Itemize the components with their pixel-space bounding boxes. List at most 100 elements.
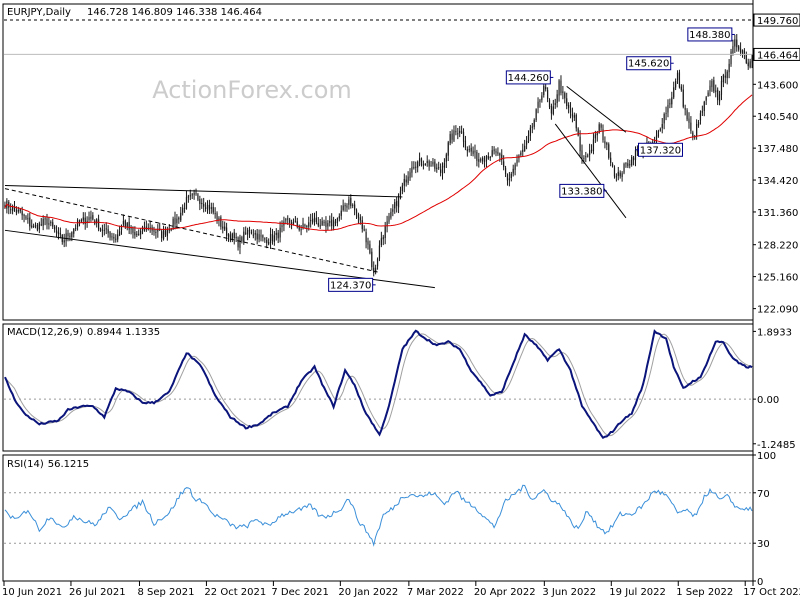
macd-title: MACD(12,26,9) 0.8944 1.1335 [7,327,160,338]
candle-body [661,124,663,129]
candle-body [42,219,44,226]
candle-body [174,217,176,225]
candle-body [602,129,604,141]
candle-body [589,150,591,155]
candle-body [711,80,713,88]
candle-body [164,230,167,235]
rsi-title: RSI(14) 56.1215 [7,459,89,470]
candle-body [608,144,610,158]
candle-body [632,157,635,161]
candle-body [132,227,134,233]
candle-body [216,213,218,221]
candle-body [508,178,510,180]
candle-body [611,164,614,167]
candle-body [487,155,489,159]
candle-body [682,89,684,107]
candle-body [80,219,82,222]
candle-body [501,154,503,161]
candle-body [441,166,444,174]
candle-body [745,53,747,63]
candle-body [25,216,27,219]
ohlc-values: 146.728 146.809 146.338 146.464 [87,7,262,18]
candle-body [183,207,186,209]
candle-body [470,147,472,152]
candle-body [268,242,270,245]
candle-body [663,114,665,124]
candle-body [237,237,239,248]
candle-body [418,158,421,162]
candle-body [394,202,396,209]
candle-body [422,164,425,166]
candle-body [101,229,104,231]
candle-body [390,211,392,218]
candle-body [10,209,12,211]
candle-body [543,85,545,96]
candle-body [252,234,254,236]
candle-body [726,71,728,79]
candle-body [13,205,16,210]
candle-body [195,193,197,195]
candle-body [558,80,560,96]
candle-body [503,161,505,168]
candle-body [617,171,619,176]
candle-body [241,237,243,242]
candle-body [227,233,230,237]
candle-body [185,197,188,209]
candle-body [140,230,142,235]
candle-body [260,235,262,237]
candle-body [466,149,468,152]
candle-body [319,225,321,227]
candle-body [325,221,327,227]
candle-body [686,110,688,120]
candle-body [302,223,304,228]
candle-body [657,130,660,137]
candle-body [187,196,189,198]
candle-body [289,219,291,223]
candle-body [122,220,125,225]
candle-body [705,97,707,101]
candle-body [71,232,73,238]
candle-body [138,233,140,235]
candle-body [130,228,132,230]
candle-body [516,159,518,164]
candle-body [554,103,556,105]
candle-body [15,209,18,213]
candle-body [31,225,33,228]
candle-body [75,227,77,229]
candle-body [703,101,705,111]
candle-body [245,232,247,234]
candle-body [678,72,681,88]
candle-body [55,230,58,233]
candle-body [459,130,461,133]
candle-body [539,100,541,102]
candle-body [531,126,533,128]
candle-body [143,227,146,231]
candle-body [468,149,470,151]
candle-body [739,48,742,53]
candle-body [436,167,438,170]
candle-body [334,221,337,224]
candle-body [430,165,432,167]
candle-body [397,194,400,208]
candle-body [44,218,46,220]
candle-body [535,109,537,120]
candle-body [556,94,558,104]
candle-body [204,207,207,210]
candle-body [182,207,184,213]
candle-body [697,122,700,126]
candle-body [317,222,319,226]
candle-body [707,92,709,96]
candle-body [403,179,405,186]
candle-body [696,123,698,137]
price-tick-label: 131.360 [757,208,798,219]
candle-body [443,162,446,168]
x-tick-label: 7 Mar 2022 [407,587,464,598]
candle-body [483,160,486,162]
candle-body [342,205,344,211]
candle-body [627,163,629,167]
candle-body [189,195,191,197]
candle-body [197,194,199,200]
candle-body [258,234,260,240]
price-panel: 148.380 145.620 144.260 137.320 133.380 124.3… [4,19,753,292]
